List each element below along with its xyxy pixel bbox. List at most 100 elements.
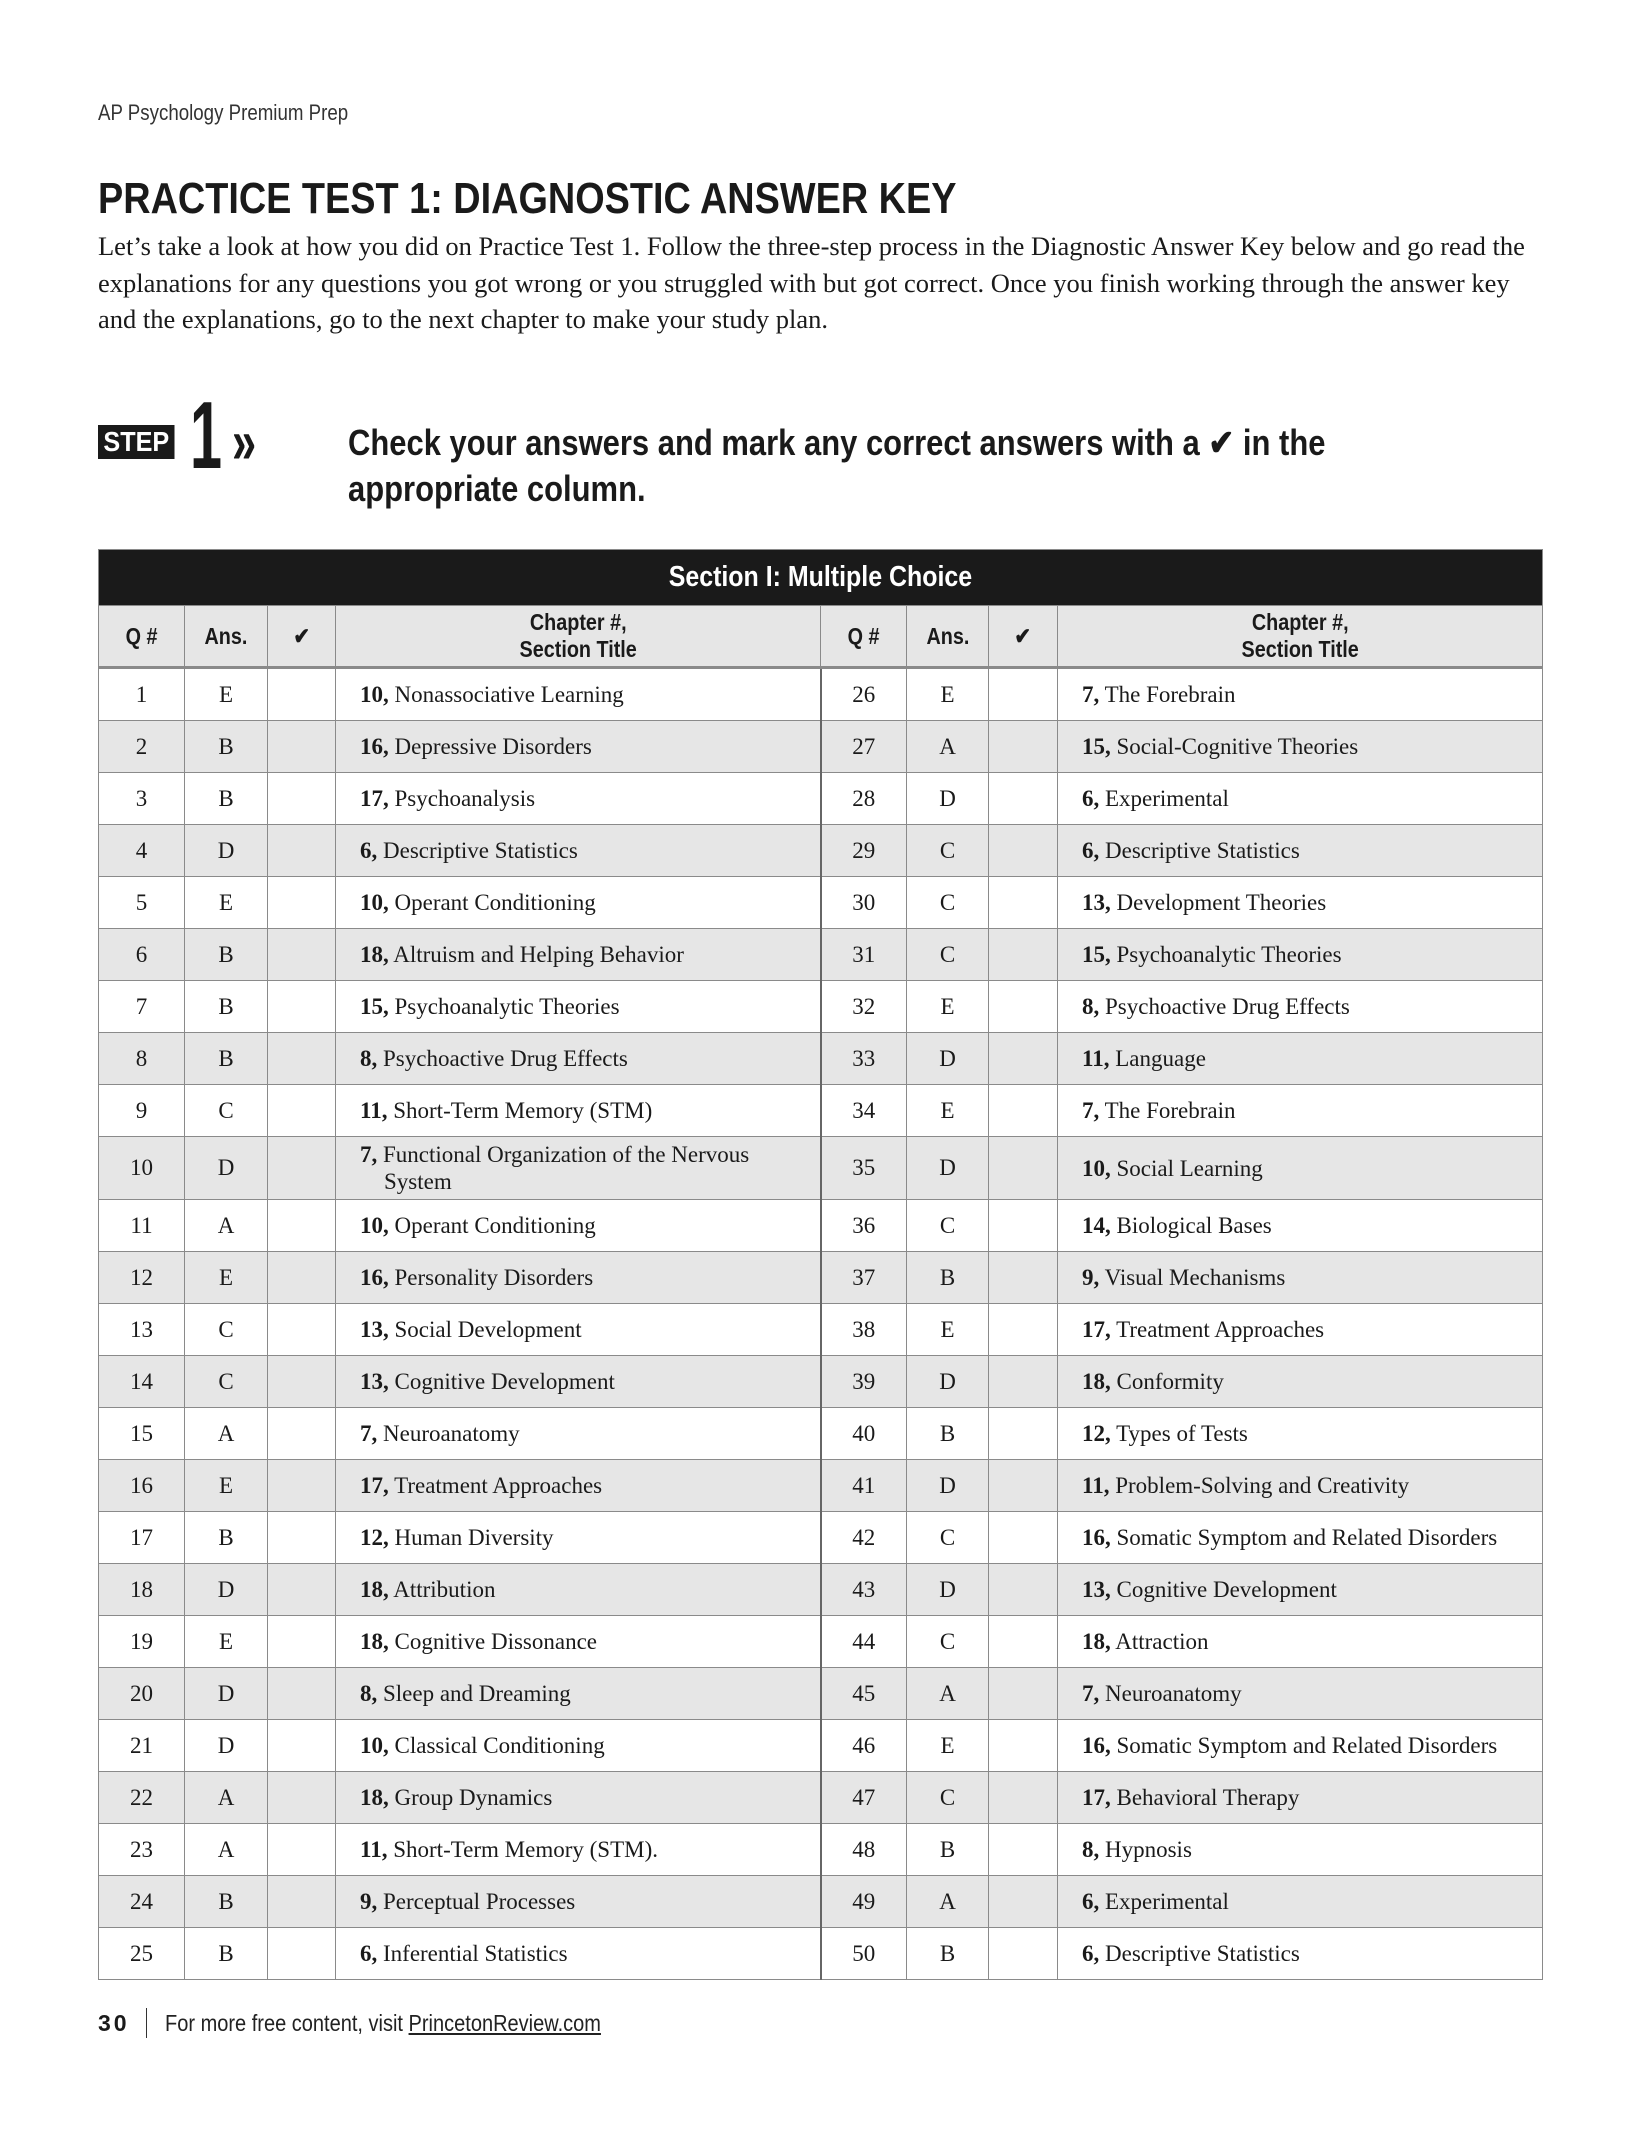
check-box[interactable]: [988, 1199, 1058, 1252]
check-box[interactable]: [988, 980, 1058, 1033]
answer: C: [906, 1615, 989, 1668]
table-row: 6 B 18, Altruism and Helping Behavior 31 C 15…: [98, 928, 1544, 981]
answer: D: [906, 1136, 989, 1200]
check-box[interactable]: [267, 1084, 336, 1137]
chapter-number: 7,: [360, 1142, 378, 1167]
check-box[interactable]: [988, 876, 1058, 929]
check-box[interactable]: [988, 1136, 1058, 1200]
check-box[interactable]: [267, 1719, 336, 1772]
chapter-number: 7,: [1082, 1098, 1100, 1123]
table-row: 22 A 18, Group Dynamics 47 C 17, Behavioral T…: [98, 1771, 1544, 1824]
check-box[interactable]: [267, 1136, 336, 1200]
chapter-section: 10, Classical Conditioning: [335, 1719, 822, 1772]
question-number: 49: [820, 1875, 907, 1928]
chapter-number: 10,: [360, 1733, 389, 1758]
answer: E: [184, 1251, 268, 1304]
answer: D: [184, 824, 268, 877]
table-row: 3 B 17, Psychoanalysis 28 D 6, Experimental: [98, 772, 1544, 825]
check-box[interactable]: [267, 720, 336, 773]
answer: D: [906, 1563, 989, 1616]
check-box[interactable]: [267, 876, 336, 929]
check-box[interactable]: [267, 1355, 336, 1408]
table-row: 10 D 7, Functional Organization of the Ner…: [98, 1136, 1544, 1200]
page-footer: 30 For more free content, visit Princeto…: [98, 2008, 666, 2038]
check-box[interactable]: [988, 772, 1058, 825]
chapter-section: 8, Psychoactive Drug Effects: [1056, 980, 1544, 1033]
check-box[interactable]: [267, 1875, 336, 1928]
check-box[interactable]: [267, 1927, 336, 1980]
chapter-section: 11, Short-Term Memory (STM).: [335, 1823, 822, 1876]
check-box[interactable]: [267, 824, 336, 877]
check-box[interactable]: [988, 1459, 1058, 1512]
check-box[interactable]: [267, 1667, 336, 1720]
check-box[interactable]: [267, 1511, 336, 1564]
answer: D: [184, 1563, 268, 1616]
chapter-number: 9,: [1082, 1265, 1100, 1290]
table-row: 1 E 10, Nonassociative Learning 26 E 7, The F…: [98, 667, 1544, 721]
chapter-section: 13, Cognitive Development: [1056, 1563, 1544, 1616]
question-number: 10: [98, 1136, 185, 1200]
check-box[interactable]: [267, 772, 336, 825]
check-box[interactable]: [267, 1459, 336, 1512]
check-box[interactable]: [267, 1615, 336, 1668]
check-box[interactable]: [267, 667, 336, 721]
check-box[interactable]: [988, 1355, 1058, 1408]
check-box[interactable]: [988, 1084, 1058, 1137]
table-row: 8 B 8, Psychoactive Drug Effects 33 D 11, Lan…: [98, 1032, 1544, 1085]
check-box[interactable]: [267, 1199, 336, 1252]
section-title: Descriptive Statistics: [1105, 1941, 1300, 1966]
answer: C: [184, 1355, 268, 1408]
header-q: Q #: [820, 605, 907, 669]
check-box[interactable]: [988, 1875, 1058, 1928]
check-box[interactable]: [988, 1407, 1058, 1460]
chapter-number: 10,: [360, 682, 389, 707]
check-box[interactable]: [988, 824, 1058, 877]
check-box[interactable]: [267, 1771, 336, 1824]
check-box[interactable]: [267, 1823, 336, 1876]
question-number: 33: [820, 1032, 907, 1085]
princeton-review-link[interactable]: PrincetonReview.com: [408, 2009, 602, 2036]
check-box[interactable]: [267, 1563, 336, 1616]
check-box[interactable]: [267, 1303, 336, 1356]
check-box[interactable]: [988, 1563, 1058, 1616]
check-box[interactable]: [267, 1251, 336, 1304]
check-box[interactable]: [988, 1511, 1058, 1564]
check-box[interactable]: [267, 928, 336, 981]
chapter-number: 18,: [1082, 1369, 1111, 1394]
check-box[interactable]: [988, 1303, 1058, 1356]
check-box[interactable]: [988, 1667, 1058, 1720]
check-box[interactable]: [988, 1719, 1058, 1772]
chapter-section: 18, Altruism and Helping Behavior: [335, 928, 822, 981]
chapter-number: 16,: [360, 734, 389, 759]
check-box[interactable]: [988, 1251, 1058, 1304]
section-title: Treatment Approaches: [1116, 1317, 1325, 1342]
check-box[interactable]: [988, 720, 1058, 773]
chapter-number: 18,: [360, 1629, 389, 1654]
check-box[interactable]: [988, 1032, 1058, 1085]
check-box[interactable]: [267, 1407, 336, 1460]
check-box[interactable]: [267, 1032, 336, 1085]
question-number: 31: [820, 928, 907, 981]
check-box[interactable]: [267, 980, 336, 1033]
check-box[interactable]: [988, 1771, 1058, 1824]
step-number: 1: [190, 382, 223, 489]
section-title: Nonassociative Learning: [394, 682, 624, 707]
section-title: Psychoanalytic Theories: [1116, 942, 1342, 967]
divider: [145, 2008, 148, 2038]
question-number: 23: [98, 1823, 185, 1876]
question-number: 12: [98, 1251, 185, 1304]
chapter-section: 6, Descriptive Statistics: [1056, 1927, 1544, 1980]
check-box[interactable]: [988, 1927, 1058, 1980]
check-box[interactable]: [988, 1823, 1058, 1876]
chapter-number: 8,: [1082, 1837, 1100, 1862]
check-box[interactable]: [988, 928, 1058, 981]
check-box[interactable]: [988, 1615, 1058, 1668]
chapter-section: 16, Personality Disorders: [335, 1251, 822, 1304]
check-box[interactable]: [988, 667, 1058, 721]
answer: B: [184, 720, 268, 773]
chapter-section: 17, Psychoanalysis: [335, 772, 822, 825]
answer: C: [906, 928, 989, 981]
question-number: 32: [820, 980, 907, 1033]
section-title: Cognitive Development: [394, 1369, 615, 1394]
chapter-number: 18,: [360, 1785, 389, 1810]
